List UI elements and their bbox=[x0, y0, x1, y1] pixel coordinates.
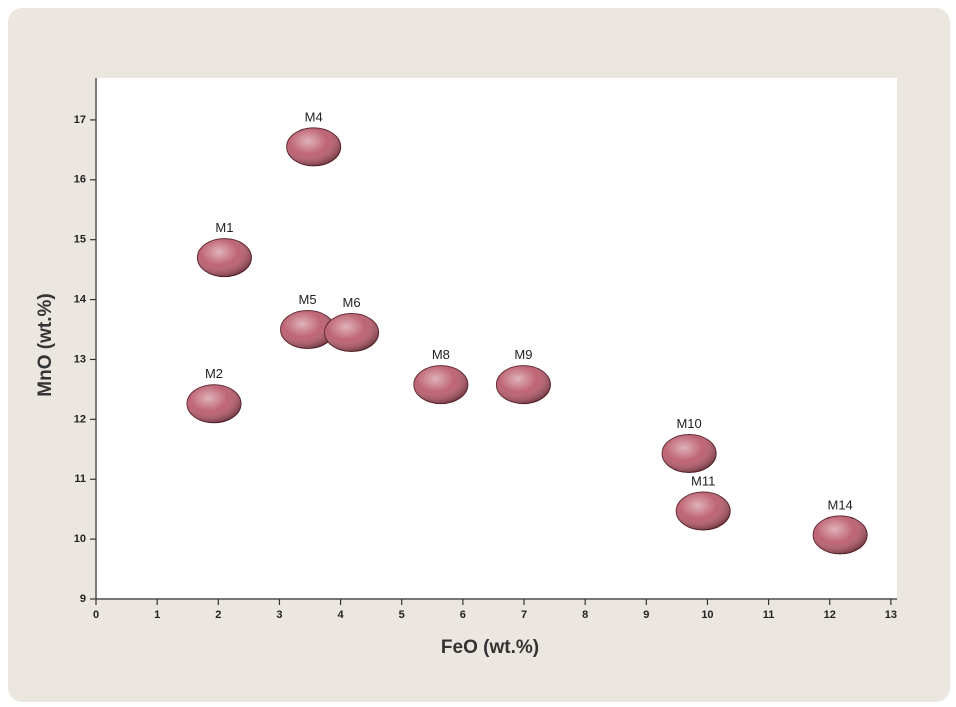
point-label: M8 bbox=[432, 347, 450, 362]
x-tick-label: 3 bbox=[276, 609, 282, 621]
point-label: M2 bbox=[205, 366, 223, 381]
y-tick-label: 11 bbox=[74, 473, 86, 485]
y-tick-label: 13 bbox=[74, 353, 86, 365]
y-tick-label: 16 bbox=[74, 174, 86, 186]
point-label: M9 bbox=[514, 347, 532, 362]
gem-shine bbox=[813, 515, 868, 554]
point-label: M1 bbox=[215, 220, 233, 235]
gem-shine bbox=[286, 127, 341, 166]
x-tick-label: 1 bbox=[154, 609, 160, 621]
y-tick-label: 9 bbox=[80, 593, 86, 605]
y-tick-label: 10 bbox=[74, 533, 86, 545]
x-tick-label: 11 bbox=[763, 609, 775, 621]
x-tick-label: 4 bbox=[338, 609, 345, 621]
gem-shine bbox=[662, 434, 717, 473]
x-tick-label: 13 bbox=[885, 609, 897, 621]
point-label: M11 bbox=[691, 473, 715, 488]
y-tick-label: 15 bbox=[74, 234, 86, 246]
y-axis-title: MnO (wt.%) bbox=[35, 293, 56, 396]
x-tick-label: 8 bbox=[582, 609, 588, 621]
gem-shine bbox=[676, 491, 731, 530]
x-tick-label: 6 bbox=[460, 609, 466, 621]
point-label: M14 bbox=[827, 497, 852, 512]
x-tick-label: 0 bbox=[93, 609, 99, 621]
gem-shine bbox=[187, 384, 242, 423]
point-label: M4 bbox=[305, 109, 323, 124]
plot-area bbox=[97, 78, 897, 598]
gem-shine bbox=[413, 365, 468, 404]
x-tick-label: 2 bbox=[215, 609, 221, 621]
x-tick-label: 9 bbox=[643, 609, 649, 621]
gem-shine bbox=[496, 365, 551, 404]
x-tick-label: 5 bbox=[399, 609, 405, 621]
y-tick-label: 14 bbox=[74, 293, 87, 305]
point-label: M5 bbox=[299, 292, 317, 307]
y-tick-label: 12 bbox=[74, 413, 86, 425]
gem-shine bbox=[324, 313, 379, 352]
x-axis-title: FeO (wt.%) bbox=[441, 637, 539, 658]
point-label: M6 bbox=[343, 295, 361, 310]
x-tick-label: 10 bbox=[701, 609, 713, 621]
gem-shine bbox=[197, 238, 252, 277]
x-tick-label: 7 bbox=[521, 609, 527, 621]
gem-shine bbox=[280, 310, 335, 349]
y-tick-label: 17 bbox=[74, 114, 86, 126]
point-label: M10 bbox=[676, 416, 701, 431]
x-tick-label: 12 bbox=[824, 609, 836, 621]
